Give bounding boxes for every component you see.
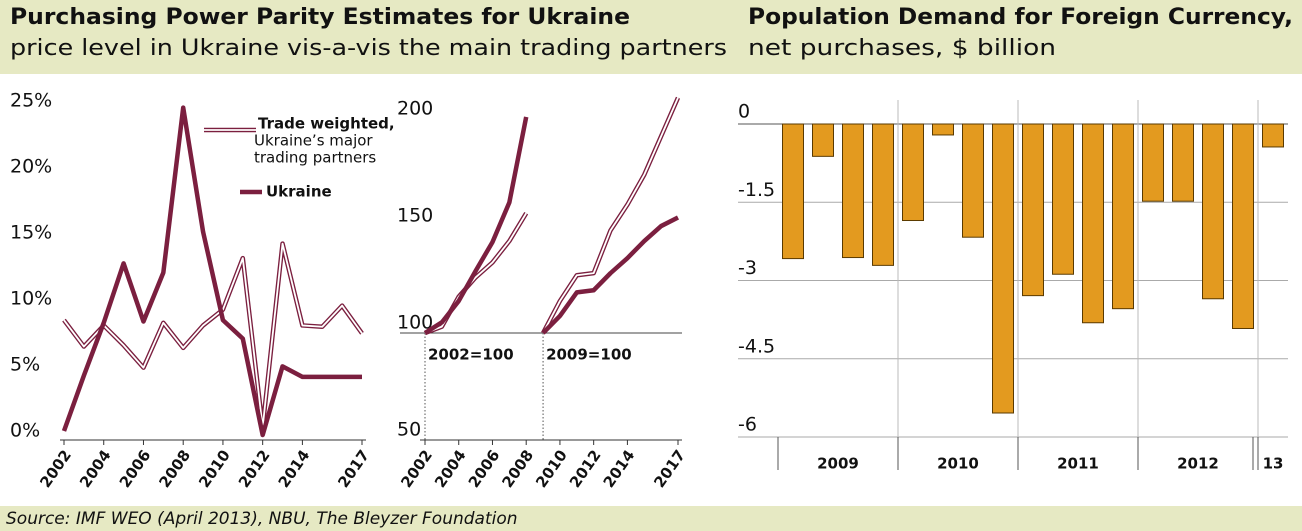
chart-subtitle: net purchases, $ billion: [748, 36, 1056, 61]
bar: [1082, 123, 1104, 324]
line-inner: [542, 97, 679, 334]
bar: [962, 123, 984, 238]
panel-label: 2009=100: [546, 346, 632, 364]
group-label: 2010: [937, 455, 979, 473]
bar: [842, 123, 864, 259]
y-tick-label: 20%: [10, 156, 52, 178]
y-tick-label: 5%: [10, 354, 40, 376]
y-tick-label: -1.5: [738, 179, 775, 201]
line-series: [423, 116, 529, 335]
y-tick-label: 150: [397, 205, 433, 227]
line-inner: [63, 242, 363, 428]
legend-label: Trade weighted,: [258, 115, 395, 133]
bar: [1232, 123, 1254, 329]
legend-label: Ukraine: [266, 183, 332, 201]
legend-note: Ukraine’s major: [254, 132, 373, 150]
y-tick-label: 15%: [10, 222, 52, 244]
line-series: [541, 215, 680, 335]
bar: [812, 123, 834, 157]
bar: [1022, 123, 1044, 297]
header-band: [0, 0, 1302, 74]
y-tick-label: 10%: [10, 288, 52, 310]
group-label: 2012: [1177, 455, 1219, 473]
y-tick-label: -6: [738, 414, 757, 436]
chart-title: Population Demand for Foreign Currency,: [748, 5, 1293, 30]
panel-label: 2002=100: [428, 346, 514, 364]
group-label: 2011: [1057, 455, 1099, 473]
y-tick-label: 0: [738, 101, 750, 123]
bar: [1112, 123, 1134, 310]
bar: [1172, 123, 1194, 202]
bar: [782, 123, 804, 260]
source-note: Source: IMF WEO (April 2013), NBU, The B…: [6, 509, 518, 529]
bar: [1202, 123, 1224, 300]
bar: [902, 123, 924, 222]
bar: [1142, 123, 1164, 202]
y-tick-label: -4.5: [738, 335, 775, 357]
group-label: 13: [1263, 455, 1284, 473]
bar: [1052, 123, 1074, 275]
y-tick-label: 100: [397, 312, 433, 334]
footer-band: [0, 506, 1302, 531]
bar: [932, 123, 954, 136]
y-tick-label: 25%: [10, 90, 52, 112]
legend-note: trading partners: [254, 149, 376, 167]
y-tick-label: 200: [397, 98, 433, 120]
chart-subtitle: price level in Ukraine vis-a-vis the mai…: [10, 36, 727, 61]
y-tick-label: -3: [738, 257, 757, 279]
group-label: 2009: [817, 455, 859, 473]
bar: [872, 123, 894, 266]
y-tick-label: 50: [397, 419, 421, 441]
y-tick-label: 0%: [10, 420, 40, 442]
bar: [1262, 123, 1284, 148]
chart-title: Purchasing Power Parity Estimates for Uk…: [10, 5, 630, 30]
line-series: [61, 105, 362, 438]
line-inner: [424, 212, 527, 334]
bar: [992, 123, 1014, 414]
